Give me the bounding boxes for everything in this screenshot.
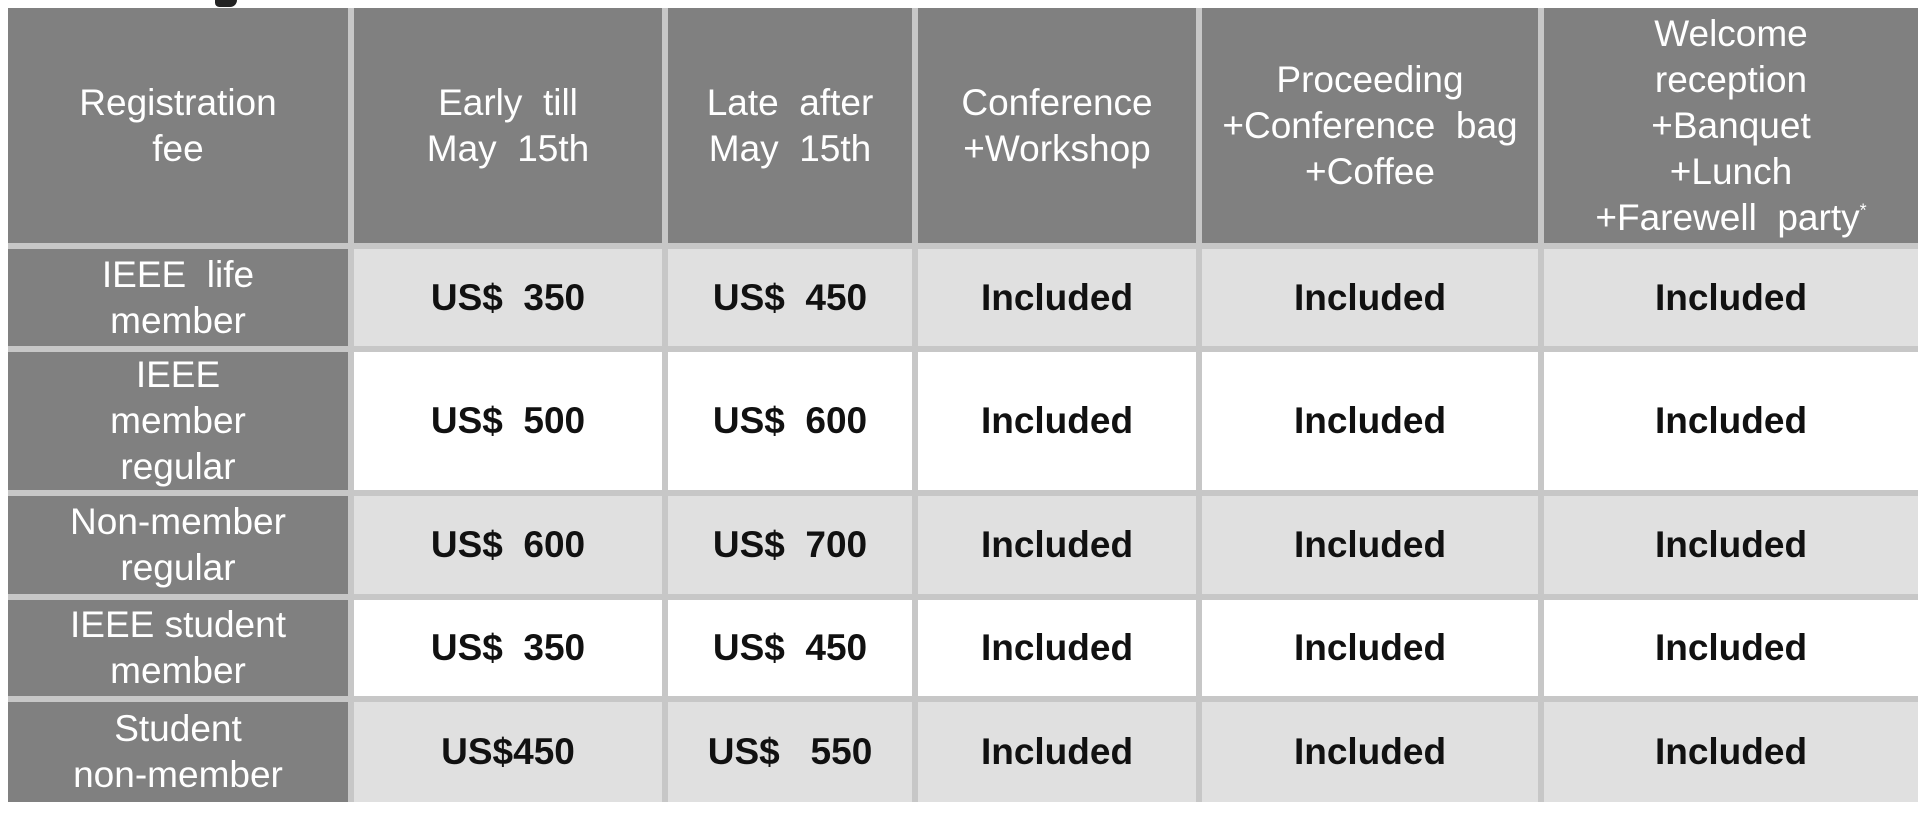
header-line: Early till xyxy=(438,81,578,123)
conference-included: Included xyxy=(918,496,1202,600)
header-welcome-reception: Welcome reception +Banquet +Lunch +Farew… xyxy=(1544,8,1918,249)
header-line: Late after xyxy=(706,81,874,123)
table-row: Student non-member US$450 US$ 550 Includ… xyxy=(8,702,1918,802)
welcome-included: Included xyxy=(1544,352,1918,496)
late-fee: US$ 450 xyxy=(668,249,918,352)
table-row: Non-member regular US$ 600 US$ 700 Inclu… xyxy=(8,496,1918,600)
row-label-line: IEEE student xyxy=(70,604,286,645)
early-fee: US$450 xyxy=(354,702,668,802)
header-registration-fee: Registration fee xyxy=(8,8,354,249)
row-label-line: Student xyxy=(114,708,242,749)
table-row: IEEE life member US$ 350 US$ 450 Include… xyxy=(8,249,1918,352)
late-fee: US$ 600 xyxy=(668,352,918,496)
welcome-included: Included xyxy=(1544,600,1918,702)
conference-included: Included xyxy=(918,249,1202,352)
conference-included: Included xyxy=(918,352,1202,496)
proceeding-included: Included xyxy=(1202,600,1544,702)
header-line: reception xyxy=(1654,58,1808,100)
header-line: +Conference bag xyxy=(1222,104,1518,146)
header-line: Registration xyxy=(79,81,277,123)
top-strip xyxy=(0,0,1927,9)
header-line: Welcome xyxy=(1654,12,1808,54)
footnote-asterisk: * xyxy=(1859,200,1867,221)
table-row: IEEE student member US$ 350 US$ 450 Incl… xyxy=(8,600,1918,702)
early-fee: US$ 350 xyxy=(354,600,668,702)
late-fee: US$ 550 xyxy=(668,702,918,802)
registration-fee-table: Registration fee Early till May 15th Lat… xyxy=(8,8,1918,802)
header-line: Conference xyxy=(961,81,1153,123)
late-fee: US$ 450 xyxy=(668,600,918,702)
header-proceeding: Proceeding +Conference bag +Coffee xyxy=(1202,8,1544,249)
welcome-included: Included xyxy=(1544,496,1918,600)
row-label-line: regular xyxy=(120,446,236,487)
proceeding-included: Included xyxy=(1202,352,1544,496)
proceeding-included: Included xyxy=(1202,702,1544,802)
cropped-text-fragment xyxy=(215,0,237,7)
header-line: May 15th xyxy=(426,127,590,169)
header-line-text: +Farewell party xyxy=(1595,196,1860,238)
header-late: Late after May 15th xyxy=(668,8,918,249)
proceeding-included: Included xyxy=(1202,249,1544,352)
welcome-included: Included xyxy=(1544,249,1918,352)
early-fee: US$ 500 xyxy=(354,352,668,496)
row-label-line: IEEE life xyxy=(101,253,255,295)
row-label-line: regular xyxy=(120,547,236,588)
row-label: Non-member regular xyxy=(8,496,354,600)
row-label-line: member xyxy=(110,650,246,691)
conference-included: Included xyxy=(918,600,1202,702)
header-row: Registration fee Early till May 15th Lat… xyxy=(8,8,1918,249)
header-line: fee xyxy=(152,127,204,169)
row-label: IEEE member regular xyxy=(8,352,354,496)
row-label-line: IEEE xyxy=(135,354,221,395)
row-label-line: member xyxy=(110,299,246,341)
conference-included: Included xyxy=(918,702,1202,802)
early-fee: US$ 600 xyxy=(354,496,668,600)
header-line: +Lunch xyxy=(1669,150,1793,192)
header-line: Proceeding xyxy=(1276,58,1464,100)
row-label: IEEE life member xyxy=(8,249,354,352)
row-label-line: member xyxy=(110,400,246,441)
header-line: +Coffee xyxy=(1305,150,1435,192)
header-line: +Farewell party* xyxy=(1544,195,1918,241)
table-row: IEEE member regular US$ 500 US$ 600 Incl… xyxy=(8,352,1918,496)
header-line: May 15th xyxy=(708,127,872,169)
row-label-line: Non-member xyxy=(70,501,286,542)
row-label-line: non-member xyxy=(73,754,283,795)
late-fee: US$ 700 xyxy=(668,496,918,600)
early-fee: US$ 350 xyxy=(354,249,668,352)
header-early: Early till May 15th xyxy=(354,8,668,249)
welcome-included: Included xyxy=(1544,702,1918,802)
row-label: Student non-member xyxy=(8,702,354,802)
header-line: +Banquet xyxy=(1651,104,1811,146)
header-conference-workshop: Conference +Workshop xyxy=(918,8,1202,249)
row-label: IEEE student member xyxy=(8,600,354,702)
header-line: +Workshop xyxy=(963,127,1151,169)
proceeding-included: Included xyxy=(1202,496,1544,600)
